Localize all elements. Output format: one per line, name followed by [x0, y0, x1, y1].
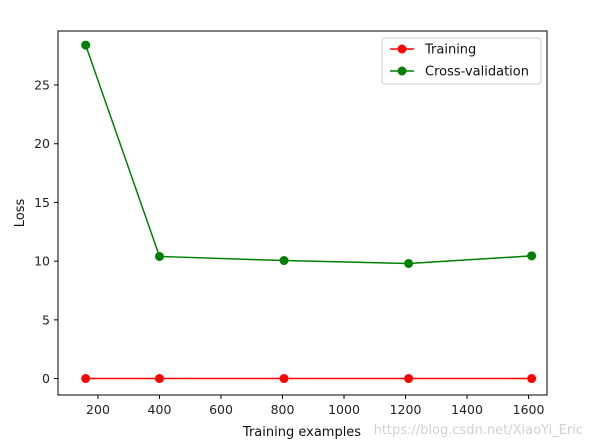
x-tick-label: 600	[209, 402, 233, 417]
y-tick-label: 15	[34, 195, 50, 210]
data-point-training	[404, 374, 414, 384]
legend-box	[381, 37, 542, 85]
data-point-training	[279, 374, 289, 384]
y-tick-label: 25	[34, 78, 50, 93]
x-tick-label: 1600	[513, 402, 545, 417]
legend-label-cross-validation: Cross-validation	[425, 65, 529, 80]
y-tick-label: 5	[42, 312, 50, 327]
x-tick-label: 1400	[451, 402, 483, 417]
legend-label-training: Training	[424, 43, 476, 58]
y-tick-label: 0	[42, 371, 50, 386]
legend-marker-cross-validation	[397, 66, 407, 76]
y-tick-label: 20	[34, 136, 50, 151]
data-point-cross-validation	[404, 258, 414, 268]
plot-frame	[57, 30, 548, 396]
y-axis-ticks: 0 5 10 15 20 25	[34, 78, 58, 386]
x-tick-label: 1000	[328, 402, 360, 417]
data-point-cross-validation	[154, 251, 164, 261]
x-tick-label: 200	[86, 402, 110, 417]
data-point-cross-validation	[279, 256, 289, 266]
data-point-training	[154, 374, 164, 384]
legend-marker-training	[397, 44, 407, 54]
data-point-cross-validation	[81, 40, 91, 50]
x-tick-label: 400	[148, 402, 172, 417]
data-point-training	[81, 374, 91, 384]
watermark: https://blog.csdn.net/XiaoYi_Eric	[374, 423, 583, 438]
y-tick-label: 10	[34, 254, 50, 269]
data-point-cross-validation	[527, 251, 537, 261]
x-axis-label: Training examples	[242, 425, 361, 440]
x-tick-label: 1200	[390, 402, 422, 417]
series-layer	[81, 40, 537, 384]
legend: Training Cross-validation	[381, 37, 542, 85]
x-tick-label: 800	[271, 402, 295, 417]
y-axis-label: Loss	[13, 199, 28, 228]
x-axis-ticks: 200 400 600 800 1000 1200 1400 1600	[86, 395, 544, 417]
data-point-training	[527, 374, 537, 384]
